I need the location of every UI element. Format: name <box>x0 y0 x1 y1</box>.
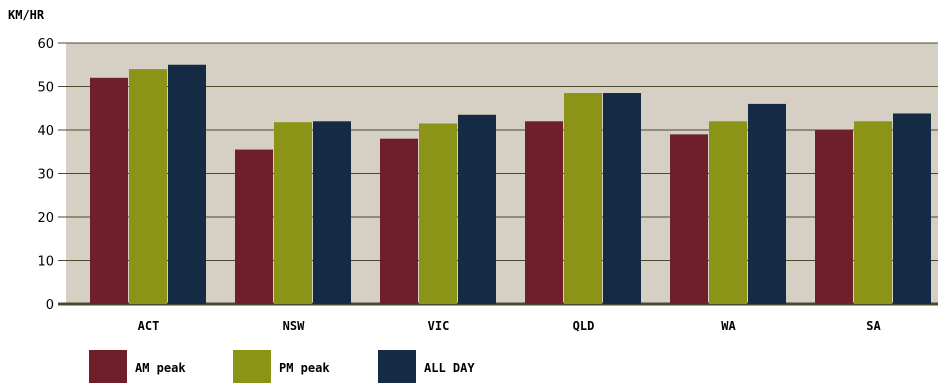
bar-sa-am-peak <box>815 130 853 304</box>
y-tick-label: 20 <box>37 211 54 226</box>
bar-act-all-day <box>168 64 206 304</box>
bar-vic-pm-peak <box>419 123 457 304</box>
bar-sa-all-day <box>893 113 931 304</box>
bar-qld-all-day <box>603 93 641 305</box>
bar-sa-pm-peak <box>854 121 892 304</box>
x-category-label: WA <box>721 319 736 333</box>
y-tick-label: 40 <box>37 124 54 139</box>
bars <box>90 64 931 305</box>
gridlines: 0 10 20 30 40 50 60 <box>37 37 938 313</box>
x-category-label: ACT <box>138 319 160 333</box>
x-category-label: VIC <box>428 319 450 333</box>
y-tick-label: 50 <box>37 81 54 96</box>
x-category-label: NSW <box>283 319 305 333</box>
x-category-label: SA <box>866 319 881 333</box>
bar-wa-pm-peak <box>709 121 747 304</box>
bar-wa-all-day <box>748 103 786 305</box>
bar-qld-am-peak <box>525 121 563 304</box>
legend: AM peak PM peak ALL DAY <box>89 350 475 383</box>
legend-swatch-am-peak <box>89 350 127 383</box>
bar-wa-am-peak <box>670 134 708 304</box>
y-tick-label: 0 <box>46 298 54 313</box>
bar-vic-am-peak <box>380 138 418 304</box>
y-tick-label: 30 <box>37 168 54 183</box>
legend-swatch-all-day <box>378 350 416 383</box>
axes: ACT NSW VIC QLD WA SA <box>138 319 882 333</box>
legend-label-pm-peak: PM peak <box>279 361 330 375</box>
legend-label-all-day: ALL DAY <box>424 361 475 375</box>
bar-qld-pm-peak <box>564 93 602 305</box>
y-tick-label: 60 <box>37 37 54 52</box>
legend-label-am-peak: AM peak <box>135 361 186 375</box>
y-tick-label: 10 <box>37 255 54 270</box>
legend-swatch-pm-peak <box>233 350 271 383</box>
bar-nsw-am-peak <box>235 149 273 304</box>
y-axis-unit-label: KM/HR <box>8 8 45 22</box>
bar-nsw-all-day <box>313 121 351 304</box>
bar-nsw-pm-peak <box>274 122 312 304</box>
x-category-label: QLD <box>573 319 595 333</box>
bar-act-pm-peak <box>129 69 167 304</box>
bar-act-am-peak <box>90 77 128 304</box>
bar-vic-all-day <box>458 114 496 305</box>
